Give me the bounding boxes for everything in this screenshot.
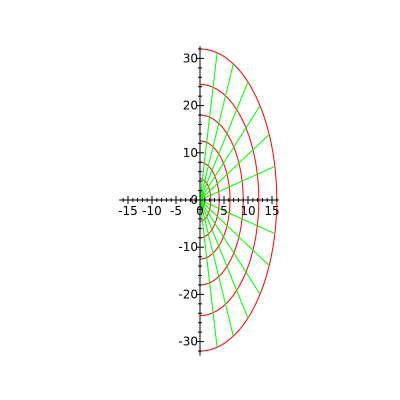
x-tick-label: -5 [170,204,182,218]
y-tick-label: 0 [190,193,198,207]
y-tick-label: 10 [183,146,198,160]
y-tick-label: -20 [178,287,198,301]
axes: -15 -10 -5 0 5 10 15 30 20 10 0 -10 -20 -30 [118,46,280,356]
v-curve-5 [199,199,270,266]
v-curve-9 [199,134,270,201]
x-tick-label: 15 [264,204,279,218]
x-tick-label: -15 [118,204,138,218]
v-curve-10 [199,105,261,201]
v-curve-6 [199,199,276,235]
x-tick-label: 10 [240,204,255,218]
v-curve-3 [199,199,249,319]
v-curve-2 [199,199,234,337]
x-tick-label: 5 [220,204,228,218]
v-curve-11 [199,81,249,201]
v-curve-4 [199,199,261,295]
x-tick-label: -10 [142,204,162,218]
y-tick-label: -10 [178,240,198,254]
y-tick-label: -30 [178,335,198,349]
x-tick-label: 0 [196,204,204,218]
y-tick-label: 30 [183,51,198,65]
y-tick-label: 20 [183,99,198,113]
v-curve-8 [199,165,276,201]
